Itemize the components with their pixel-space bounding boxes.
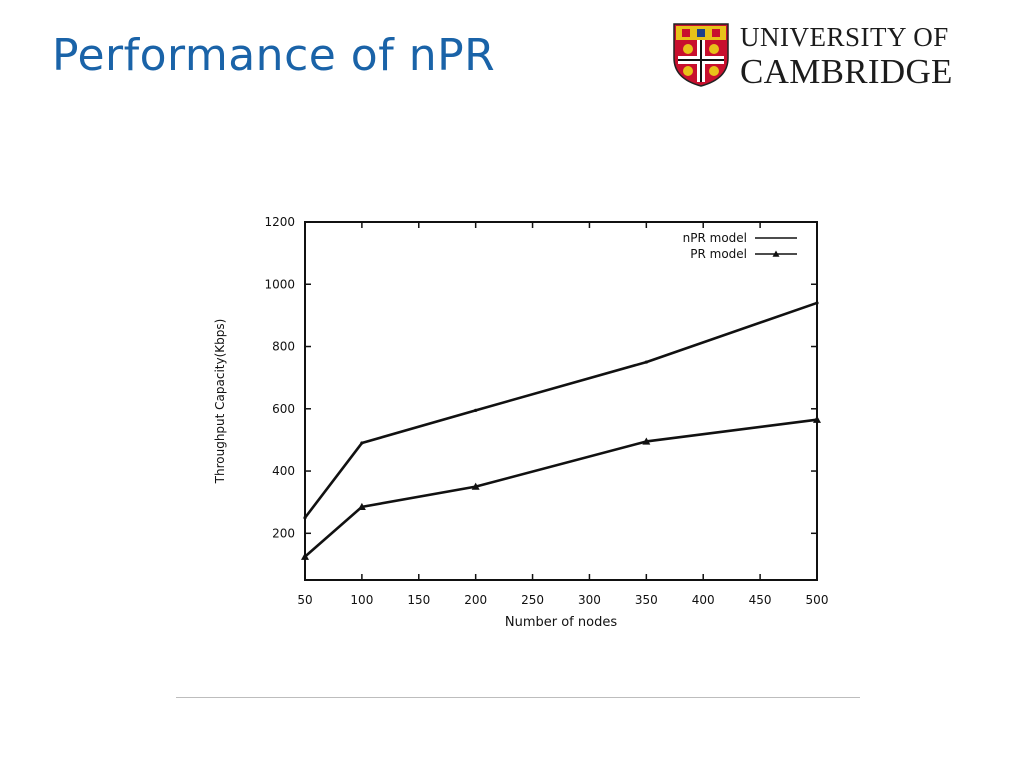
pr-model-point	[471, 482, 480, 490]
npr-model-point	[644, 360, 648, 364]
pr-model-point	[357, 502, 366, 511]
university-logo: UNIVERSITY OF CAMBRIDGE	[668, 20, 988, 92]
npr-model-point	[474, 408, 478, 412]
npr-model-point	[303, 516, 307, 520]
x-tick-label: 50	[297, 593, 312, 607]
legend-label: PR model	[690, 247, 747, 261]
university-shield-icon	[673, 23, 729, 87]
legend-marker	[772, 250, 780, 257]
y-tick-label: 400	[272, 464, 295, 478]
legend-label: nPR model	[683, 231, 747, 245]
footer-divider	[176, 697, 860, 698]
throughput-chart: 50 100 150 200 250 300 350 400 450 500 200 400 600 80…	[200, 200, 860, 640]
x-tick-label: 350	[635, 593, 658, 607]
x-tick-label: 250	[521, 593, 544, 607]
npr-model-point	[360, 441, 364, 445]
university-wordmark: UNIVERSITY OF CAMBRIDGE	[740, 20, 953, 91]
y-tick-label: 600	[272, 402, 295, 416]
npr-model-point	[815, 301, 819, 305]
y-tick-label: 200	[272, 526, 295, 540]
pr-model-point	[813, 415, 821, 423]
y-axis-label: Throughput Capacity(Kbps)	[213, 319, 227, 485]
x-tick-label: 500	[806, 593, 829, 607]
y-tick-label: 800	[272, 340, 295, 354]
y-tick-label: 1200	[264, 215, 295, 229]
logo-line-2: CAMBRIDGE	[740, 52, 953, 91]
x-tick-label: 100	[350, 593, 373, 607]
x-tick-label: 300	[578, 593, 601, 607]
logo-line-1: UNIVERSITY OF	[740, 22, 949, 52]
y-tick-label: 1000	[264, 277, 295, 291]
plot-frame	[304, 221, 818, 581]
pr-model-point	[301, 552, 309, 560]
x-tick-label: 450	[749, 593, 772, 607]
chart-svg: 50 100 150 200 250 300 350 400 450 500 200 400 600 80…	[213, 215, 829, 630]
x-tick-label: 200	[464, 593, 487, 607]
series-line-npr-model	[303, 301, 818, 519]
series-line-pr-model	[304, 418, 818, 558]
slide-title: Performance of nPR	[52, 30, 496, 81]
x-tick-label: 150	[407, 593, 430, 607]
x-tick-label: 400	[692, 593, 715, 607]
pr-model-point	[642, 437, 651, 445]
x-axis-label: Number of nodes	[505, 615, 617, 630]
